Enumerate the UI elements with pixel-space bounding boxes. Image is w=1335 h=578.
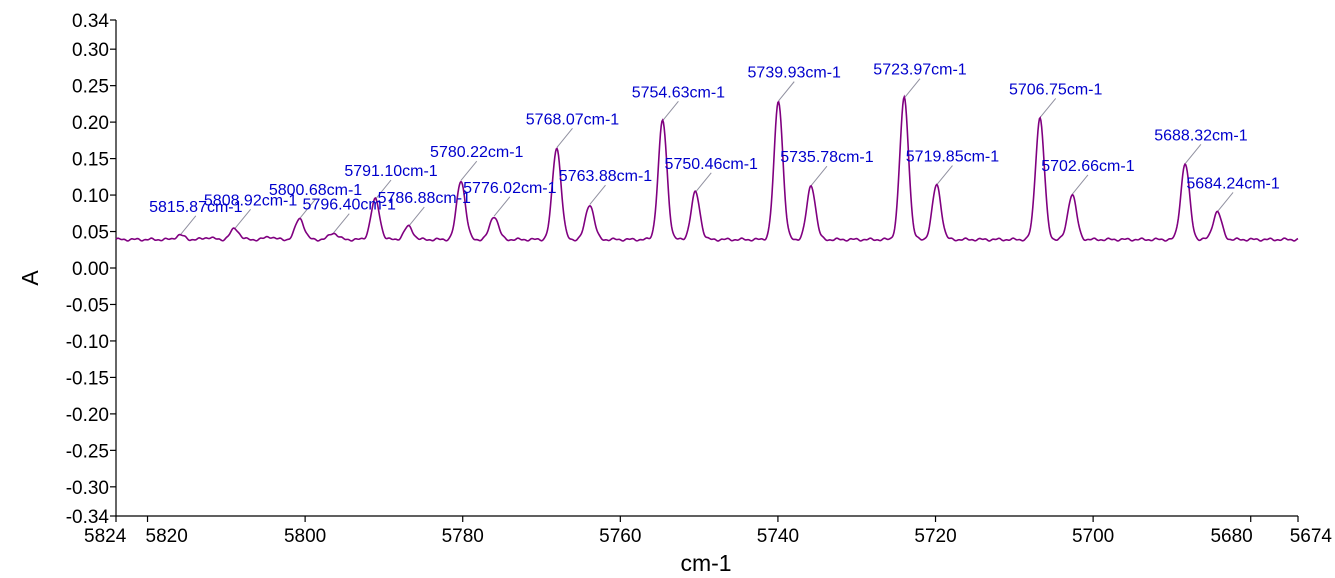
y-tick-label: 0.30 [72,40,109,61]
x-tick-label: 5700 [1072,526,1114,547]
peak-label: 5791.10cm-1 [344,163,437,180]
y-axis: 0.34 0.30 0.25 0.20 0.15 0.10 0.05 0.00 -0.05 -0.… [66,11,117,528]
peak-label: 5763.88cm-1 [559,168,652,185]
peak-leader [903,78,921,99]
peak-labels: 5815.87cm-15808.92cm-15800.68cm-15796.40… [149,62,1280,216]
y-tick-label: -0.05 [66,295,109,316]
peak-leader [234,208,251,229]
peak-label: 5754.63cm-1 [632,84,725,101]
x-tick-label: 5760 [599,526,641,547]
y-tick-label: -0.10 [66,332,109,353]
peak-leader-lines [179,78,1234,236]
y-tick-label: -0.34 [66,507,110,528]
peak-leader [1216,192,1234,213]
peak-label: 5688.32cm-1 [1154,127,1247,144]
spectrum-line [115,94,1299,242]
y-tick-label: 0.20 [72,113,109,134]
peak-leader [299,198,316,219]
x-tick-label: 5720 [914,526,956,547]
y-tick-label: 0.05 [72,223,109,244]
y-tick-label: -0.25 [66,441,109,462]
x-tick-label: 5800 [284,526,326,547]
peak-label: 5723.97cm-1 [873,62,966,79]
peak-leader [778,81,795,102]
y-tick-label: -0.15 [66,368,109,389]
peak-leader [1184,144,1202,165]
x-tick-label: 5780 [442,526,484,547]
peak-label: 5796.40cm-1 [303,197,396,214]
peak-label: 5808.92cm-1 [204,192,297,209]
peak-leader [589,184,606,205]
peak-label: 5684.24cm-1 [1186,175,1279,192]
peak-leader [695,172,712,193]
peak-leader [1071,174,1089,195]
peak-label: 5800.68cm-1 [269,182,362,199]
peak-leader [662,101,679,121]
peak-leader [179,215,197,236]
peak-leader [810,165,828,186]
peak-label: 5719.85cm-1 [906,149,999,166]
y-tick-label: -0.30 [66,478,109,499]
y-axis-title: A [17,270,43,286]
x-axis-title: cm-1 [680,550,731,576]
peak-label: 5706.75cm-1 [1009,81,1102,98]
x-tick-label: 5824 [84,526,127,547]
peak-label: 5786.88cm-1 [378,190,471,207]
peak-label: 5750.46cm-1 [665,156,758,173]
peak-label: 5768.07cm-1 [526,111,619,128]
y-tick-label: 0.00 [72,259,109,280]
peak-leader [493,196,511,217]
peak-label: 5735.78cm-1 [780,149,873,166]
y-tick-label: 0.25 [72,77,109,98]
y-tick-label: 0.10 [72,186,109,207]
peak-label: 5815.87cm-1 [149,199,242,216]
y-tick-label: -0.20 [66,405,109,426]
peak-leader [936,165,953,186]
x-tick-label: 5740 [757,526,799,547]
peak-label: 5776.02cm-1 [463,180,556,197]
peak-leader [1039,98,1057,119]
peak-leader [374,179,392,200]
y-tick-label: 0.34 [72,11,109,32]
peak-label: 5780.22cm-1 [430,144,523,161]
x-tick-label: 5674 [1290,526,1333,547]
y-tick-label: 0.15 [72,150,109,171]
peak-leader [556,127,573,148]
peak-label: 5702.66cm-1 [1041,158,1134,175]
peak-leader [333,213,350,234]
peak-leader [460,160,478,181]
x-tick-label: 5680 [1210,526,1252,547]
peak-leader [408,206,425,227]
peak-label: 5739.93cm-1 [748,65,841,82]
x-tick-label: 5820 [146,526,188,547]
x-axis: 5824 5820 5800 5780 5760 5740 5720 5700 5680 5674 [84,515,1333,547]
